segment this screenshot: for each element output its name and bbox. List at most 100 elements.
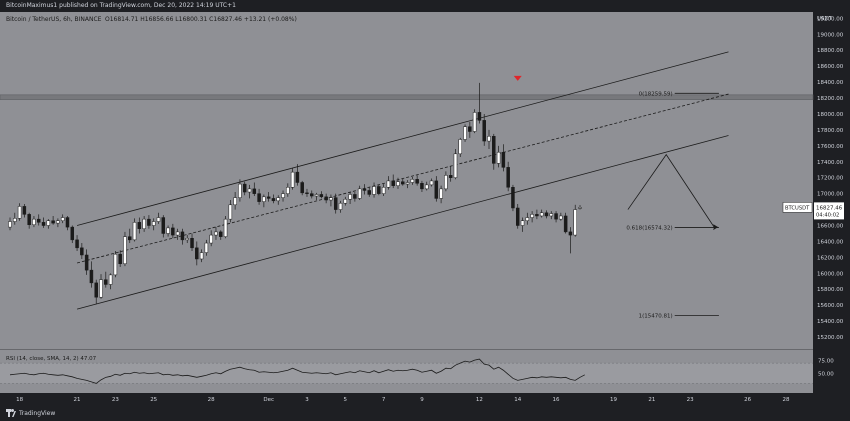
time-tick-label: 12	[476, 397, 483, 403]
candle-body	[252, 188, 257, 194]
time-tick-label: Dec	[263, 397, 274, 403]
candle-body	[343, 198, 348, 204]
time-tick-label: 5	[344, 397, 348, 403]
candle-body	[276, 197, 280, 202]
price-tick-label: 18000.00	[817, 112, 844, 118]
time-tick-label: 23	[112, 397, 119, 403]
symbol-legend: Bitcoin / TetherUS, 6h, BINANCE	[6, 16, 102, 23]
price-tick-label: 15200.00	[817, 335, 844, 341]
candle-body	[492, 136, 496, 164]
price-tick-label: 18400.00	[817, 80, 844, 86]
candle-body	[199, 252, 204, 260]
candle-body	[80, 247, 84, 256]
time-tick-label: 14	[514, 397, 521, 403]
candle-body	[94, 282, 98, 298]
candle-body	[453, 153, 458, 178]
candle-body	[305, 192, 309, 194]
time-tick-label: 28	[208, 397, 215, 403]
candle-body	[46, 220, 51, 226]
candle-body	[223, 218, 228, 237]
candle-body	[84, 254, 89, 271]
candle-body	[233, 197, 237, 206]
candle-body	[549, 213, 554, 217]
tradingview-brand[interactable]: TradingView	[6, 409, 55, 417]
candle-body	[195, 247, 199, 260]
time-tick-label: 21	[74, 397, 81, 403]
candle-body	[429, 180, 434, 186]
price-tick-label: 17800.00	[817, 128, 844, 134]
candle-body	[391, 180, 395, 186]
chart-background	[0, 12, 813, 405]
candle-body	[348, 194, 352, 200]
candle-body	[17, 206, 22, 219]
candle-body	[515, 207, 520, 226]
time-axis-panel	[0, 393, 850, 405]
candle-body	[51, 220, 55, 224]
candle-body	[333, 197, 338, 210]
price-tag-countdown: 04:40:02	[816, 212, 839, 218]
candle-body	[338, 202, 343, 210]
symbol-tag	[782, 202, 813, 213]
candle-body	[381, 187, 386, 194]
candle-body	[22, 206, 27, 215]
candle-body	[137, 222, 142, 229]
candle-body	[238, 183, 242, 198]
candle-body	[180, 231, 185, 241]
candle-body	[573, 209, 577, 236]
projection-arrowhead	[713, 224, 719, 231]
ohlc-legend: O16814.71 H16856.66 L16800.31 C16827.46 …	[105, 16, 297, 23]
time-tick-label: 9	[420, 397, 424, 403]
published-caption: BitcoinMaximus1 published on TradingView…	[6, 2, 236, 9]
tradingview-logo-icon	[6, 409, 16, 417]
candle-body	[266, 196, 271, 199]
price-tick-label: 15800.00	[817, 287, 844, 293]
rsi-band	[0, 363, 813, 384]
candle-body	[405, 182, 410, 185]
time-tick-label: 18	[16, 397, 23, 403]
candle-body	[41, 222, 46, 226]
candle-body	[554, 213, 558, 220]
time-tick-label: 21	[648, 397, 655, 403]
candle-body	[214, 231, 218, 236]
candle-body	[520, 220, 525, 226]
candle-body	[89, 269, 94, 284]
candle-body	[319, 194, 324, 198]
candle-body	[448, 175, 453, 178]
candle-body	[190, 238, 194, 249]
candle-body	[463, 126, 467, 140]
candle-body	[559, 215, 563, 220]
top-marker-icon	[513, 75, 522, 81]
candle-body	[128, 236, 132, 241]
candle-body	[123, 236, 127, 265]
price-tick-label: 18600.00	[817, 64, 844, 70]
candle-body	[539, 212, 544, 217]
time-tick-label: 7	[382, 397, 386, 403]
top-bar: BitcoinMaximus1 published on TradingView…	[0, 0, 850, 12]
candle-body	[386, 180, 391, 188]
candle-body	[415, 179, 419, 184]
price-tick-label: 16200.00	[817, 255, 844, 261]
channel-upper-line	[76, 51, 729, 226]
price-tag	[814, 202, 844, 220]
candle-body	[228, 204, 233, 220]
candle-body	[185, 238, 189, 241]
chart[interactable]: 0(18259.59)0.618(16574.32)1(15470.81) 75…	[0, 0, 850, 405]
candle-body	[353, 194, 357, 199]
candle-body	[487, 136, 491, 142]
candle-body	[482, 120, 486, 142]
candle-body	[175, 231, 180, 236]
fib-level-label: 0.618(16574.32)	[626, 226, 672, 232]
price-tick-label: 17000.00	[817, 192, 844, 198]
fib-level-label: 1(15470.81)	[639, 313, 673, 319]
rsi-line	[9, 358, 585, 384]
symbol-tag-text: BTCUSDT	[785, 205, 810, 211]
candle-body	[70, 226, 75, 241]
candle-body	[108, 274, 113, 285]
candle-body	[171, 227, 175, 236]
time-tick-label: 25	[150, 397, 157, 403]
candle-body	[113, 253, 118, 276]
candle-body	[530, 214, 534, 218]
candle-body	[357, 188, 362, 199]
candle-body	[410, 179, 415, 183]
